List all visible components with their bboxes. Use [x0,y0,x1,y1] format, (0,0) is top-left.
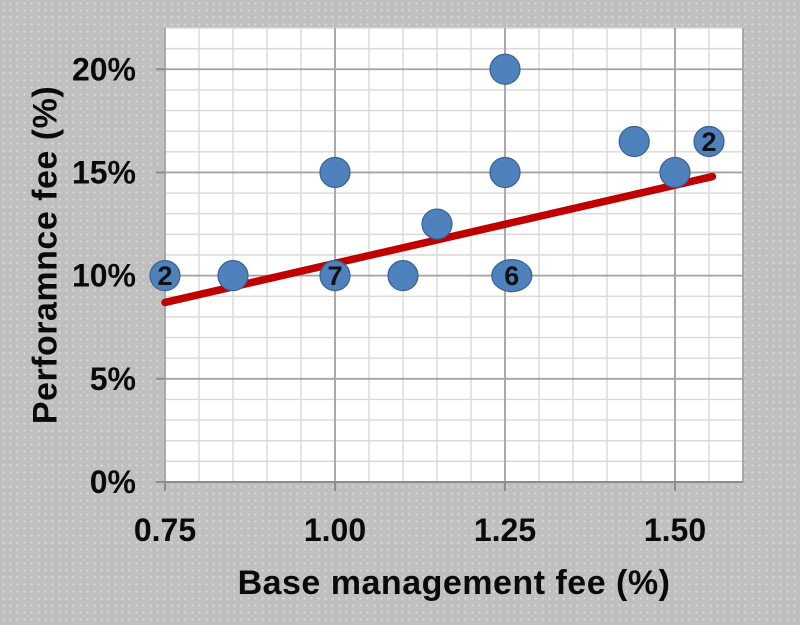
x-tick-label: 1.50 [644,512,706,548]
data-point [217,260,249,292]
y-tick-label: 0% [90,464,136,500]
data-point [489,53,521,85]
x-tick-label: 1.25 [474,512,536,548]
data-point [693,125,725,158]
data-point-label: 2 [157,261,172,291]
data-point-label: 2 [701,127,716,157]
x-tick-label: 0.75 [134,512,196,548]
x-tick-label: 1.00 [304,512,366,548]
data-point [319,260,351,292]
data-point-label: 7 [327,261,342,291]
data-point [387,260,419,292]
data-point-label: 6 [504,261,519,291]
data-point [421,208,453,240]
y-tick-label: 15% [72,154,136,190]
data-point [149,260,181,292]
data-point [659,156,691,189]
data-point [319,156,351,189]
y-tick-label: 5% [90,361,136,397]
y-tick-label: 10% [72,258,136,294]
x-axis-title: Base management fee (%) [237,564,671,602]
data-point [618,125,650,158]
y-tick-label: 20% [72,51,136,87]
data-point [489,156,521,189]
y-axis-title: Perforamnce fee (%) [26,85,65,425]
data-point [491,259,533,293]
